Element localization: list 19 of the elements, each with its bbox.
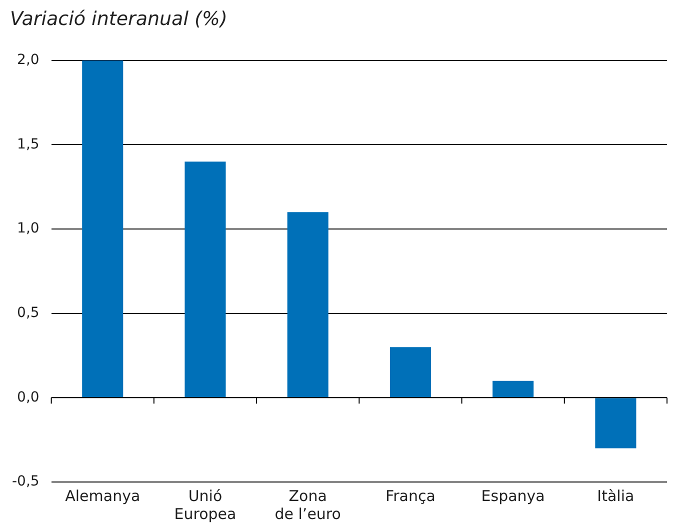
y-tick-label: 2,0	[17, 52, 40, 68]
x-tick-label: Espanya	[481, 486, 545, 505]
x-tick-label: Zona de l’euro	[274, 486, 341, 523]
bar	[390, 347, 431, 398]
y-tick-label: 1,0	[17, 220, 40, 237]
y-tick-label: 0,5	[17, 305, 40, 321]
x-tick-label: Alemanya	[65, 486, 140, 505]
y-tick-label: 0,0	[17, 389, 40, 406]
chart-title: Variació interanual (%)	[10, 8, 228, 30]
bar	[595, 398, 636, 448]
x-tick-label: Unió Europea	[174, 486, 236, 523]
bar	[82, 60, 124, 398]
bar	[287, 212, 328, 398]
y-tick-label: -0,5	[12, 474, 40, 490]
bar	[184, 162, 226, 398]
x-tick-label: Itàlia	[597, 486, 634, 505]
y-tick-label: 1,5	[17, 136, 40, 152]
bar	[492, 380, 534, 398]
x-tick-label: França	[386, 486, 436, 505]
